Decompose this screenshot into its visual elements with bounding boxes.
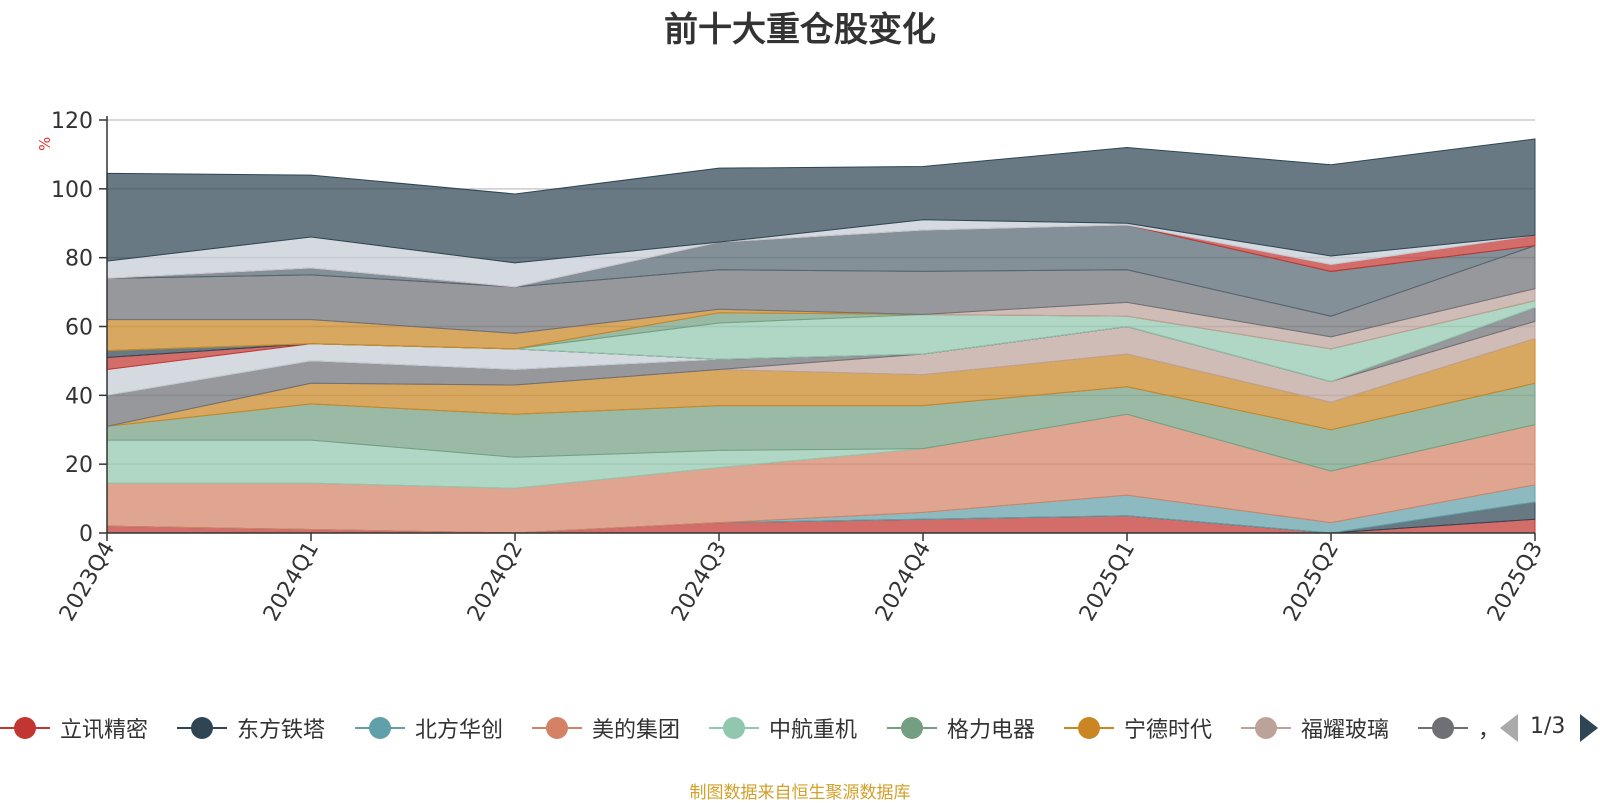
legend-label: 北方华创 bbox=[415, 718, 504, 743]
legend-marker-icon bbox=[532, 710, 582, 746]
legend-marker-icon bbox=[1418, 710, 1468, 746]
legend-label: 中航重机 bbox=[769, 718, 858, 743]
legend-page-indicator: 1/3 bbox=[1530, 714, 1566, 739]
legend-label: 宁德时代 bbox=[1124, 718, 1213, 743]
legend-label: 福耀玻璃 bbox=[1301, 718, 1390, 743]
legend-marker-icon bbox=[887, 710, 937, 746]
legend-marker-icon bbox=[1064, 710, 1114, 746]
x-tick-label: 2025Q2 bbox=[1279, 538, 1344, 626]
legend-item[interactable]: 中航重机 bbox=[709, 710, 857, 746]
x-tick-label: 2024Q3 bbox=[667, 538, 732, 626]
legend-item[interactable]: 东方铁塔 bbox=[177, 710, 325, 746]
y-axis-label: % bbox=[36, 136, 54, 151]
legend-item[interactable]: 北方华创 bbox=[355, 710, 503, 746]
y-tick-label: 100 bbox=[51, 178, 93, 203]
x-tick-label: 2023Q4 bbox=[55, 538, 120, 626]
legend-marker-icon bbox=[1241, 710, 1291, 746]
x-tick-label: 2025Q1 bbox=[1075, 538, 1140, 626]
legend-item[interactable]: 格力电器 bbox=[887, 710, 1035, 746]
x-tick-label: 2025Q3 bbox=[1483, 538, 1548, 626]
legend-label: 美的集团 bbox=[592, 718, 681, 743]
legend-marker-icon bbox=[355, 710, 405, 746]
legend-label: 立讯精密 bbox=[60, 718, 149, 743]
y-tick-label: 120 bbox=[51, 109, 93, 134]
legend-item[interactable]: 福耀玻璃 bbox=[1241, 710, 1389, 746]
legend-label: 格力电器 bbox=[947, 718, 1036, 743]
y-tick-label: 20 bbox=[65, 453, 93, 478]
legend-marker-icon bbox=[177, 710, 227, 746]
y-tick-label: 60 bbox=[65, 316, 93, 341]
legend-item[interactable]: 立讯精密 bbox=[0, 710, 148, 746]
legend-item[interactable]: 宁德时代 bbox=[1064, 710, 1212, 746]
legend-pager: 1/3 bbox=[1500, 710, 1600, 746]
legend-label: ， bbox=[1478, 718, 1501, 743]
legend-label: 东方铁塔 bbox=[237, 718, 326, 743]
y-tick-label: 40 bbox=[65, 384, 93, 409]
legend: 立讯精密 东方铁塔 北方华创 美的集团 中航重机 格力电器 宁德时代 福耀玻璃 ， bbox=[0, 710, 1600, 746]
y-tick-label: 80 bbox=[65, 247, 93, 272]
y-tick-label: 0 bbox=[79, 522, 93, 547]
data-source-note: 制图数据来自恒生聚源数据库 bbox=[689, 783, 911, 803]
area-series bbox=[106, 138, 1536, 534]
legend-item[interactable]: 美的集团 bbox=[532, 710, 680, 746]
legend-item[interactable]: ， bbox=[1418, 710, 1500, 746]
legend-next-page-icon[interactable] bbox=[1580, 714, 1598, 742]
legend-marker-icon bbox=[709, 710, 759, 746]
legend-prev-page-icon[interactable] bbox=[1500, 714, 1518, 742]
x-tick-label: 2024Q4 bbox=[871, 538, 936, 626]
x-tick-label: 2024Q1 bbox=[259, 538, 324, 626]
chart-title: 前十大重仓股变化 bbox=[664, 10, 936, 50]
x-tick-label: 2024Q2 bbox=[463, 538, 528, 626]
area-series-22 bbox=[106, 138, 1536, 264]
legend-marker-icon bbox=[0, 710, 50, 746]
